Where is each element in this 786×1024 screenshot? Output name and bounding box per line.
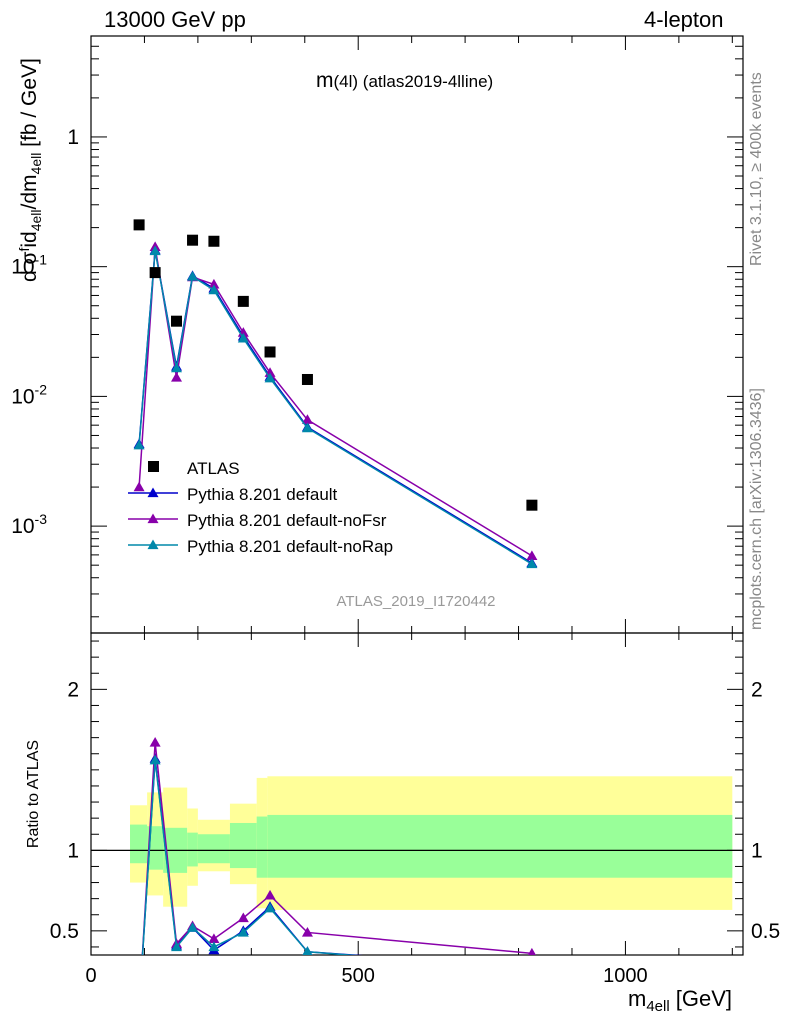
series-point-1 [171,371,183,382]
legend-label: Pythia 8.201 default-noRap [187,537,393,556]
ratio-point-1 [149,736,161,747]
legend-marker-series [147,513,159,524]
series-point-2 [133,439,145,450]
ratio-point-2 [264,902,276,913]
ratio-point-2 [237,926,249,937]
x-tick-label: 1000 [603,965,648,987]
ratio-point-1 [264,889,276,900]
ratio-point-0 [526,962,537,972]
x-tick-label: 500 [342,965,375,987]
y-axis-label-ratio: Ratio to ATLAS [25,740,42,848]
y-tick-label-ratio: 1 [67,839,79,862]
series-line-1 [138,246,533,557]
ratio-point-1 [208,933,220,944]
watermark: ATLAS_2019_I1720442 [336,593,495,610]
ratio-band-inner [147,826,164,870]
ratio-frame [90,632,744,956]
header-right: 4-lepton [644,7,724,32]
y-tick-label-ratio: 2 [67,678,79,701]
ratio-point-0 [134,1003,145,1013]
ratio-point-1 [134,1004,145,1014]
legend: ATLAS Pythia 8.201 default Pythia 8.201 de… [128,459,393,556]
y-tick-label-top: 10-3 [11,511,47,538]
header-left: 13000 GeV pp [104,7,246,32]
ratio-point-1 [527,947,536,955]
y-tick-label-ratio-right: 2 [751,678,763,701]
data-point [526,499,538,511]
legend-label: Pythia 8.201 default-noFsr [187,511,387,530]
data-point [208,235,220,247]
series-point-2 [526,558,538,569]
series-point-2 [149,245,161,256]
ratio-point-1 [237,912,249,923]
series-point-2 [301,422,313,433]
ratio-point-2 [171,941,183,952]
ratio-point-2 [526,964,537,974]
data-point [133,219,145,231]
series-point-2 [237,332,249,343]
x-axis-label: m4ell [GeV] [628,986,732,1015]
ratio-band-inner [197,834,230,864]
series-point-1 [133,481,145,492]
ratio-band-inner [267,814,733,878]
legend-marker-series [147,487,159,498]
legend-label: Pythia 8.201 default [187,485,338,504]
data-point [187,234,199,246]
legend-label: ATLAS [187,459,240,478]
y-tick-label-ratio: 0.5 [50,920,79,943]
chart-title: m(4l) (atlas2019-4lline) [316,69,493,92]
series-point-2 [264,372,276,383]
legend-marker-series [147,539,159,550]
ratio-band-inner [187,832,198,867]
data-point [149,267,161,279]
ratio-point-2 [302,946,313,955]
y-axis-label-top: d σfid4ell/dm4ell [fb / GeV] [16,58,44,282]
data-point [237,295,249,307]
ratio-band-inner [256,816,268,878]
series-point-1 [208,278,220,289]
ratio-point-1 [301,926,313,937]
y-tick-label-ratio-right: 0.5 [751,920,780,943]
ratio-point-2 [149,754,161,765]
ratio-point-2 [134,1003,145,1013]
data-point [264,346,276,358]
ratio-band-inner [130,824,148,864]
series-point-2 [187,270,199,281]
series-point-2 [171,362,183,373]
ratio-point-2 [208,941,220,952]
legend-marker-data [148,461,159,472]
data-point [301,373,313,385]
y-tick-label-ratio-right: 1 [751,839,763,862]
x-tick-label: 0 [85,965,96,987]
y-tick-label-top: 1 [67,126,79,149]
series-point-2 [208,284,220,295]
data-point [171,315,183,327]
y-tick-label-top: 10-2 [11,381,47,408]
ratio-band-inner [229,822,257,869]
series-point-1 [526,550,538,560]
series-point-1 [301,414,313,424]
ratio-point-2 [187,922,199,932]
